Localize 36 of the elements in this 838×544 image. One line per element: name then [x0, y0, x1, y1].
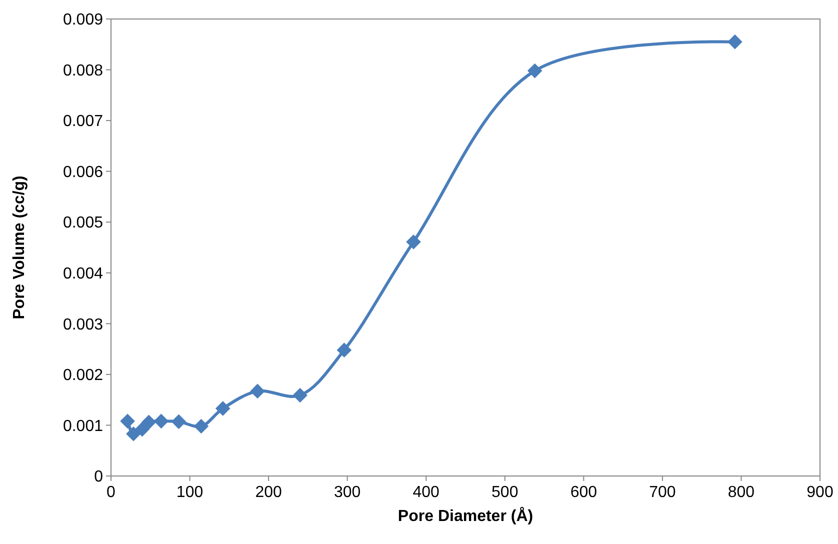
- x-tick-label: 800: [728, 484, 755, 501]
- point: [171, 414, 186, 430]
- x-tick-label: 300: [334, 484, 361, 501]
- y-tick-label: 0.008: [62, 62, 104, 80]
- x-tick-label: 400: [412, 484, 440, 501]
- y-tick-label: 0.004: [62, 265, 104, 282]
- x-tick-label: 700: [649, 484, 676, 501]
- x-tick-label: 900: [806, 484, 834, 501]
- y-tick-label: 0.001: [62, 418, 104, 435]
- x-tick-label: 200: [255, 484, 282, 501]
- y-tick-label: 0.006: [62, 164, 104, 181]
- point: [292, 388, 308, 403]
- point: [406, 234, 421, 250]
- point: [215, 401, 230, 416]
- x-tick-label: 0: [106, 484, 116, 501]
- y-tick-label: 0.007: [62, 113, 104, 130]
- y-tick-label: 0.003: [62, 316, 104, 334]
- x-axis-title: Pore Diameter (Å): [398, 506, 534, 525]
- x-tick-label: 600: [570, 484, 598, 501]
- point: [728, 34, 742, 50]
- x-tick-label: 100: [176, 484, 204, 501]
- point: [250, 384, 265, 399]
- x-tick-label: 500: [492, 484, 518, 501]
- point: [154, 414, 169, 429]
- y-tick-label: 0: [94, 468, 104, 486]
- point: [126, 426, 141, 442]
- point: [336, 342, 352, 358]
- y-tick-label: 0.005: [62, 214, 104, 232]
- y-tick-label: 0.002: [62, 367, 104, 384]
- y-tick-label: 0.009: [62, 12, 104, 29]
- point: [194, 418, 209, 434]
- point: [134, 422, 150, 437]
- y-axis-title: Pore Volume (cc/g): [11, 176, 28, 320]
- point: [527, 63, 542, 78]
- point: [120, 414, 135, 429]
- point: [141, 414, 156, 430]
